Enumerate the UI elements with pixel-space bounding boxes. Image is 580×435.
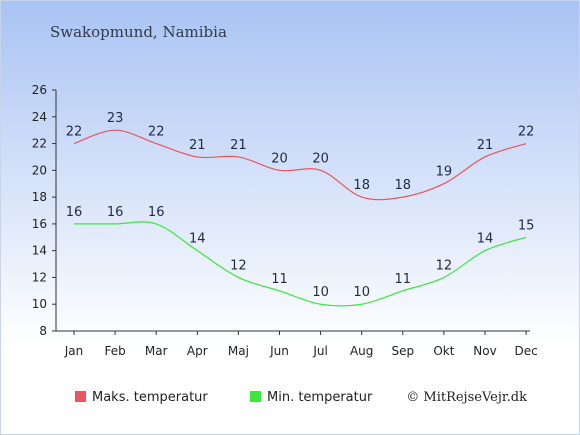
min-data-label: 16 bbox=[148, 205, 165, 220]
x-tick-label: Jan bbox=[64, 344, 84, 358]
y-tick-label: 18 bbox=[32, 190, 47, 204]
x-tick-label: Aug bbox=[350, 344, 373, 358]
x-tick-label: Dec bbox=[514, 344, 537, 358]
max-temperature-line bbox=[73, 129, 527, 201]
legend-label-max: Maks. temperatur bbox=[92, 390, 208, 405]
max-data-label: 22 bbox=[66, 125, 83, 140]
max-data-label: 22 bbox=[518, 125, 535, 140]
x-tick-label: Nov bbox=[473, 344, 496, 358]
max-data-label: 20 bbox=[271, 151, 288, 166]
min-data-label: 12 bbox=[436, 258, 453, 273]
x-ticks: Jan Feb Mar Apr Maj Jun Jul Aug Sep Okt Nov Dec bbox=[64, 331, 538, 358]
x-tick-label: Maj bbox=[228, 344, 249, 358]
x-tick-label: Jul bbox=[312, 344, 327, 358]
series-lines bbox=[73, 129, 527, 307]
x-tick-label: Mar bbox=[145, 344, 168, 358]
max-data-label: 21 bbox=[230, 138, 247, 153]
legend-label-min: Min. temperatur bbox=[267, 390, 373, 405]
max-data-label: 19 bbox=[436, 165, 453, 180]
y-tick-label: 12 bbox=[32, 270, 47, 284]
legend-swatch-max bbox=[75, 391, 86, 402]
x-tick-label: Okt bbox=[433, 344, 454, 358]
y-tick-label: 26 bbox=[32, 83, 47, 97]
max-data-label: 21 bbox=[189, 138, 206, 153]
max-data-label: 18 bbox=[353, 178, 370, 193]
min-data-label: 16 bbox=[107, 205, 124, 220]
max-data-label: 20 bbox=[312, 151, 329, 166]
min-data-label: 11 bbox=[271, 272, 288, 287]
y-tick-label: 8 bbox=[39, 324, 47, 338]
copyright-text: © MitRejseVejr.dk bbox=[406, 390, 527, 405]
x-tick-label: Jun bbox=[269, 344, 289, 358]
min-data-label: 16 bbox=[66, 205, 83, 220]
x-tick-label: Feb bbox=[104, 344, 125, 358]
min-data-label: 12 bbox=[230, 258, 247, 273]
min-data-label: 10 bbox=[353, 285, 370, 300]
legend-swatch-min bbox=[250, 391, 261, 402]
max-data-label: 22 bbox=[148, 125, 165, 140]
max-data-label: 23 bbox=[107, 111, 124, 126]
min-data-label: 14 bbox=[189, 232, 206, 247]
x-tick-label: Sep bbox=[391, 344, 414, 358]
max-data-label: 21 bbox=[477, 138, 494, 153]
min-data-label: 10 bbox=[312, 285, 329, 300]
min-temperature-line bbox=[74, 221, 527, 307]
y-tick-label: 10 bbox=[32, 297, 47, 311]
max-data-label: 18 bbox=[395, 178, 412, 193]
y-tick-label: 24 bbox=[32, 110, 47, 124]
y-tick-label: 22 bbox=[32, 137, 47, 151]
y-tick-label: 16 bbox=[32, 217, 47, 231]
data-labels: 22 23 22 21 21 20 20 18 18 19 21 22 16 16 16 14 12 11 10 10… bbox=[66, 111, 535, 300]
min-data-label: 15 bbox=[518, 218, 535, 233]
y-tick-label: 14 bbox=[32, 244, 47, 258]
min-data-label: 11 bbox=[395, 272, 412, 287]
x-tick-label: Apr bbox=[187, 344, 208, 358]
y-tick-label: 20 bbox=[32, 163, 47, 177]
y-ticks: 8 10 12 14 16 18 20 22 24 26 bbox=[32, 83, 56, 338]
min-data-label: 14 bbox=[477, 232, 494, 247]
chart-title: Swakopmund, Namibia bbox=[50, 23, 227, 41]
